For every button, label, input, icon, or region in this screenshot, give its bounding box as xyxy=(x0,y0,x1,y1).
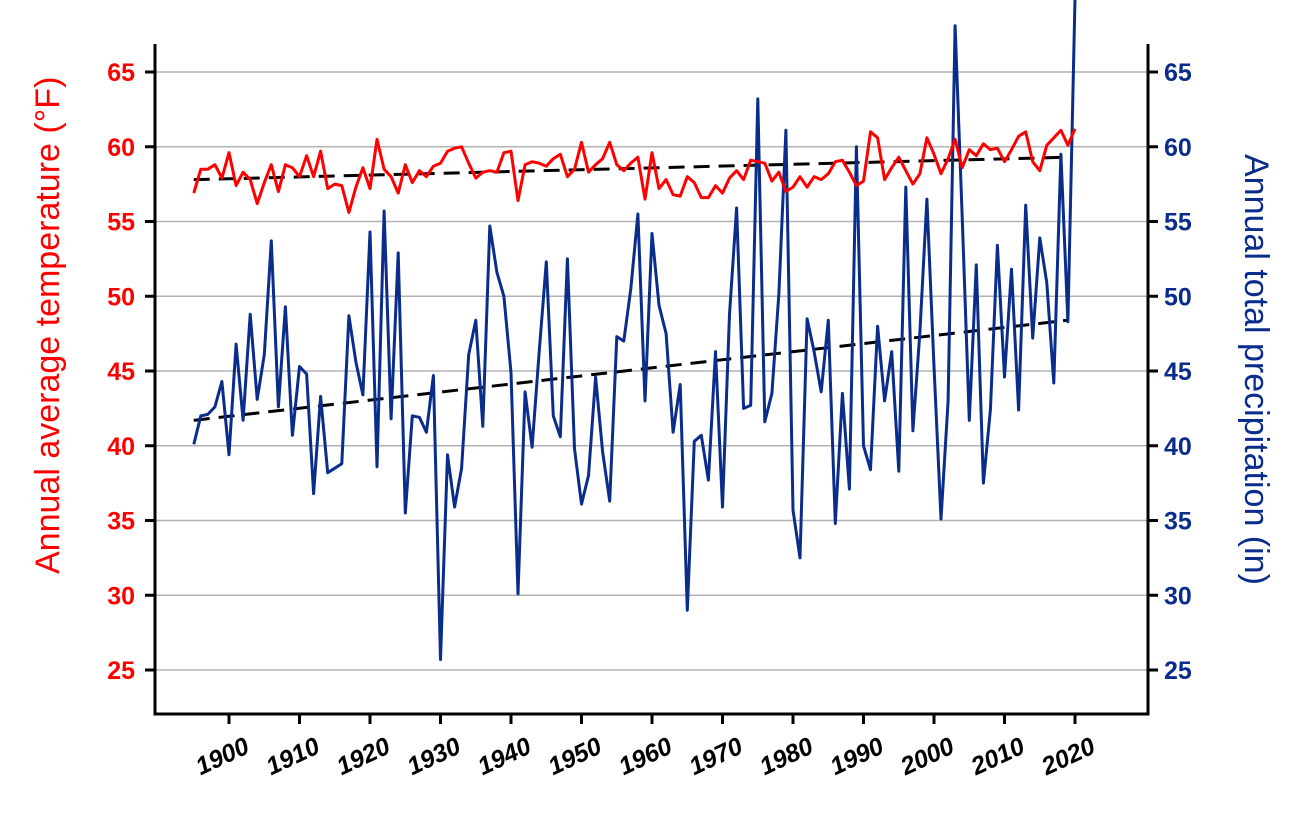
right-y-axis-title: Annual total precipitation (in) xyxy=(1237,154,1275,585)
left-y-tick-label: 35 xyxy=(107,508,135,536)
x-tick-label: 1940 xyxy=(473,732,535,781)
series-line-precipitation xyxy=(192,0,1077,661)
trendline-precipitation-trend xyxy=(193,318,1069,422)
x-tick-label: 1980 xyxy=(755,732,817,781)
x-tick-label: 1950 xyxy=(544,732,606,781)
x-tick-label: 1910 xyxy=(262,732,324,781)
x-tick-labels: 1900 1910 1920 1930 1940 1950 1960 1970 1980 1990… xyxy=(191,714,1100,781)
left-y-tick-label: 45 xyxy=(107,358,135,386)
right-y-tick-label: 55 xyxy=(1164,209,1192,237)
right-y-tick-labels: 25 30 35 40 45 50 55 60 65 xyxy=(1148,59,1192,685)
x-tick-label: 1970 xyxy=(685,732,747,781)
left-y-tick-label: 30 xyxy=(107,582,135,610)
left-y-tick-label: 40 xyxy=(107,433,135,461)
right-y-tick-label: 40 xyxy=(1164,433,1192,461)
right-y-tick-label: 45 xyxy=(1164,358,1192,386)
left-y-tick-label: 50 xyxy=(107,283,135,311)
x-tick-label: 1930 xyxy=(403,732,465,781)
x-tick-label: 2020 xyxy=(1036,732,1099,781)
left-y-tick-label: 60 xyxy=(107,134,135,162)
x-tick-label: 2000 xyxy=(895,732,958,781)
gridlines xyxy=(155,71,1148,671)
x-tick-label: 2010 xyxy=(966,732,1029,781)
axes xyxy=(153,44,1150,716)
left-y-tick-label: 65 xyxy=(107,59,135,87)
left-y-tick-label: 55 xyxy=(107,209,135,237)
x-tick-label: 1920 xyxy=(332,732,394,781)
right-y-tick-label: 50 xyxy=(1164,283,1192,311)
x-tick-label: 1960 xyxy=(614,732,676,781)
right-y-tick-label: 65 xyxy=(1164,59,1192,87)
x-tick-label: 1900 xyxy=(191,732,253,781)
left-y-tick-labels: 25 30 35 40 45 50 55 60 65 xyxy=(107,59,155,685)
right-y-tick-label: 35 xyxy=(1164,508,1192,536)
left-y-tick-label: 25 xyxy=(107,657,135,685)
right-y-tick-label: 60 xyxy=(1164,134,1192,162)
series-line-temperature xyxy=(192,128,1077,214)
right-y-tick-label: 25 xyxy=(1164,657,1192,685)
series-lines xyxy=(192,0,1077,661)
right-y-tick-label: 30 xyxy=(1164,582,1192,610)
x-tick-label: 1990 xyxy=(826,732,888,781)
left-y-axis-title: Annual average temperature (°F) xyxy=(29,76,67,574)
